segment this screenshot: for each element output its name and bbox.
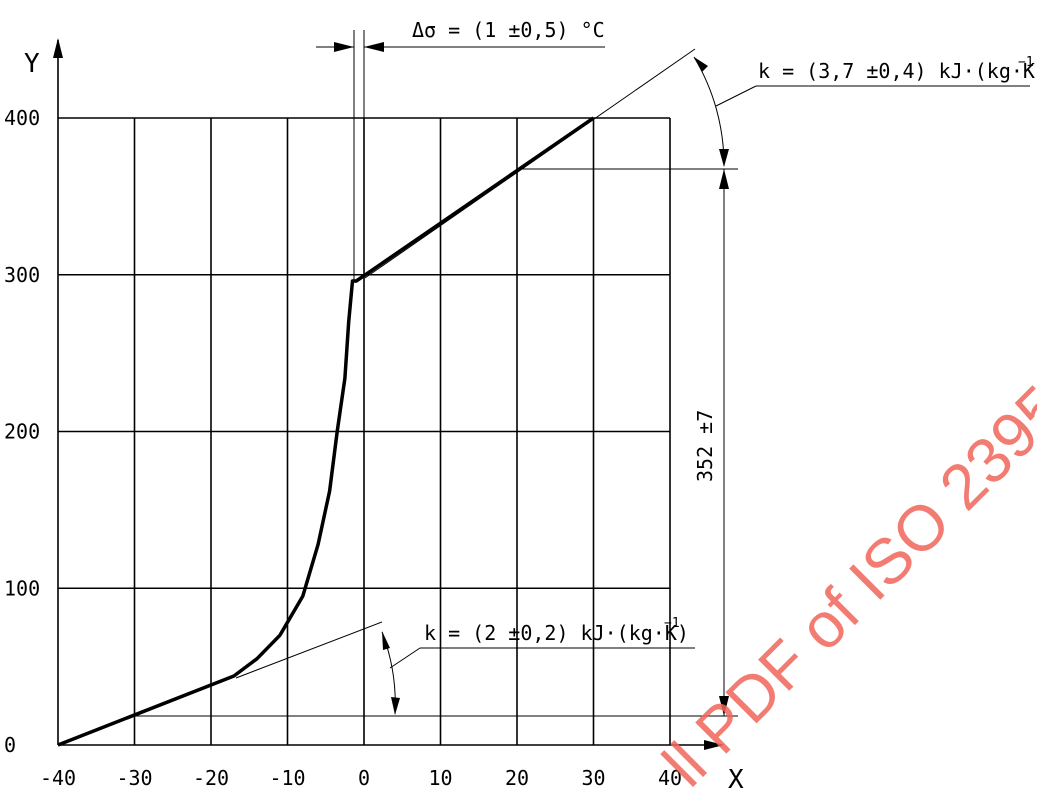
watermark-text: ll PDF of ISO 23953-2: <box>649 294 1037 794</box>
x-tick-label: 0 <box>358 766 370 790</box>
x-tick-label: 20 <box>505 766 529 790</box>
x-tick-label: -40 <box>40 766 76 790</box>
y-tick-label: 0 <box>4 733 16 757</box>
k-upper-annotation: k = (3,7 ±0,4) kJ·(kg·K) −1 <box>364 48 1037 279</box>
y-tick-label: 200 <box>4 420 40 444</box>
y-tick-label: 300 <box>4 263 40 287</box>
y-tick-label: 100 <box>4 576 40 600</box>
k-upper-label: k = (3,7 ±0,4) kJ·(kg·K) <box>758 59 1037 83</box>
x-tick-label: -20 <box>193 766 229 790</box>
k-lower-exponent: −1 <box>664 616 680 631</box>
series <box>57 116 595 747</box>
x-axis-label: X <box>728 765 744 794</box>
dimension-label: 352 ±7 <box>693 410 717 482</box>
y-tick-label: 400 <box>4 106 40 130</box>
k-lower-label: k = (2 ±0,2) kJ·(kg·K) <box>424 621 689 645</box>
x-tick-label: 30 <box>581 766 605 790</box>
x-tick-label: 10 <box>428 766 452 790</box>
k-upper-exponent: −1 <box>1018 55 1034 70</box>
x-tick-label: -30 <box>116 766 152 790</box>
k-lower-annotation: k = (2 ±0,2) kJ·(kg·K) −1 <box>134 616 738 717</box>
y-axis-label: Y <box>24 49 40 79</box>
axes <box>53 38 724 750</box>
grid <box>58 117 671 745</box>
x-tick-label: -10 <box>269 766 305 790</box>
x-tick-label: 40 <box>658 766 682 790</box>
dimension-annotation: 352 ±7 <box>693 169 729 716</box>
delta-sigma-annotation: Δσ = (1 ±0,5) °C <box>316 18 605 280</box>
x-axis-arrow <box>704 740 724 750</box>
y-axis-arrow <box>53 38 63 58</box>
delta-sigma-label: Δσ = (1 ±0,5) °C <box>412 18 605 42</box>
series-line <box>57 116 595 747</box>
